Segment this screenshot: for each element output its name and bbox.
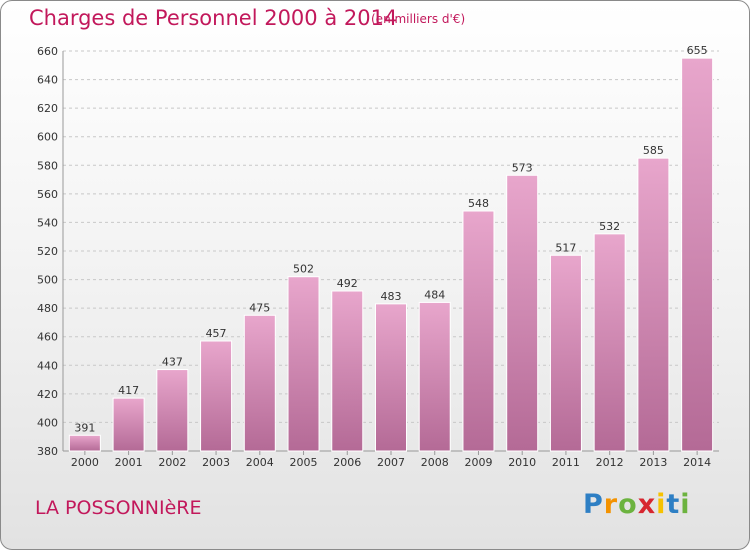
y-tick-label: 460 (37, 331, 58, 344)
bar (681, 57, 714, 452)
data-label: 548 (468, 197, 489, 210)
logo-letter: o (618, 489, 638, 520)
bar (156, 369, 189, 452)
data-label: 517 (555, 241, 576, 254)
bar (637, 157, 670, 452)
y-tick-label: 560 (37, 188, 58, 201)
y-tick-label: 420 (37, 388, 58, 401)
x-tick-label: 2013 (639, 456, 667, 469)
x-tick-label: 2000 (71, 456, 99, 469)
logo-letter: P (583, 489, 604, 520)
y-tick-label: 580 (37, 159, 58, 172)
bar (506, 174, 539, 452)
y-tick-label: 480 (37, 302, 58, 315)
data-label: 475 (249, 301, 270, 314)
bar (68, 434, 101, 452)
y-tick-label: 440 (37, 359, 58, 372)
x-tick-label: 2003 (202, 456, 230, 469)
y-tick-label: 620 (37, 102, 58, 115)
x-tick-label: 2007 (377, 456, 405, 469)
unit-note: (en milliers d'€) (371, 12, 466, 26)
proxiti-logo[interactable]: Proxiti (583, 489, 691, 520)
data-label: 492 (337, 277, 358, 290)
bar (243, 314, 276, 452)
logo-letter: x (637, 489, 657, 520)
logo-letter: t (666, 489, 681, 520)
chart-title: Charges de Personnel 2000 à 2014 (29, 6, 398, 30)
data-label: 502 (293, 263, 314, 276)
x-tick-label: 2009 (464, 456, 492, 469)
y-tick-label: 520 (37, 245, 58, 258)
bar (375, 303, 407, 452)
bar (549, 254, 582, 452)
y-tick-label: 600 (37, 131, 58, 144)
data-label: 585 (643, 144, 664, 157)
x-tick-label: 2011 (552, 456, 580, 469)
y-tick-label: 500 (37, 274, 58, 287)
logo-letter: i (656, 489, 667, 520)
y-tick-label: 640 (37, 74, 58, 87)
y-tick-label: 380 (37, 445, 58, 458)
logo-letter: i (680, 489, 691, 520)
bar (287, 276, 320, 452)
x-tick-label: 2008 (421, 456, 449, 469)
data-label: 391 (74, 421, 95, 434)
data-label: 457 (206, 327, 227, 340)
x-tick-label: 2006 (333, 456, 361, 469)
data-label: 573 (512, 161, 533, 174)
data-label: 483 (381, 290, 402, 303)
x-tick-label: 2010 (508, 456, 536, 469)
bar (418, 301, 451, 452)
bar (462, 210, 495, 452)
bar (112, 397, 145, 452)
y-tick-label: 540 (37, 216, 58, 229)
x-tick-label: 2005 (290, 456, 318, 469)
data-label: 437 (162, 356, 183, 369)
x-tick-label: 2012 (596, 456, 624, 469)
x-tick-label: 2014 (683, 456, 711, 469)
data-label: 655 (687, 44, 708, 57)
logo-letter: r (603, 489, 619, 520)
data-label: 484 (424, 288, 445, 301)
x-tick-label: 2001 (115, 456, 143, 469)
bar (200, 340, 233, 452)
x-tick-label: 2004 (246, 456, 274, 469)
location-name: LA POSSONNIèRE (35, 497, 202, 519)
y-tick-label: 400 (37, 416, 58, 429)
data-label: 417 (118, 384, 139, 397)
bar (331, 290, 364, 452)
bar (593, 233, 626, 452)
y-tick-label: 660 (37, 45, 58, 58)
x-tick-label: 2002 (158, 456, 186, 469)
data-label: 532 (599, 220, 620, 233)
